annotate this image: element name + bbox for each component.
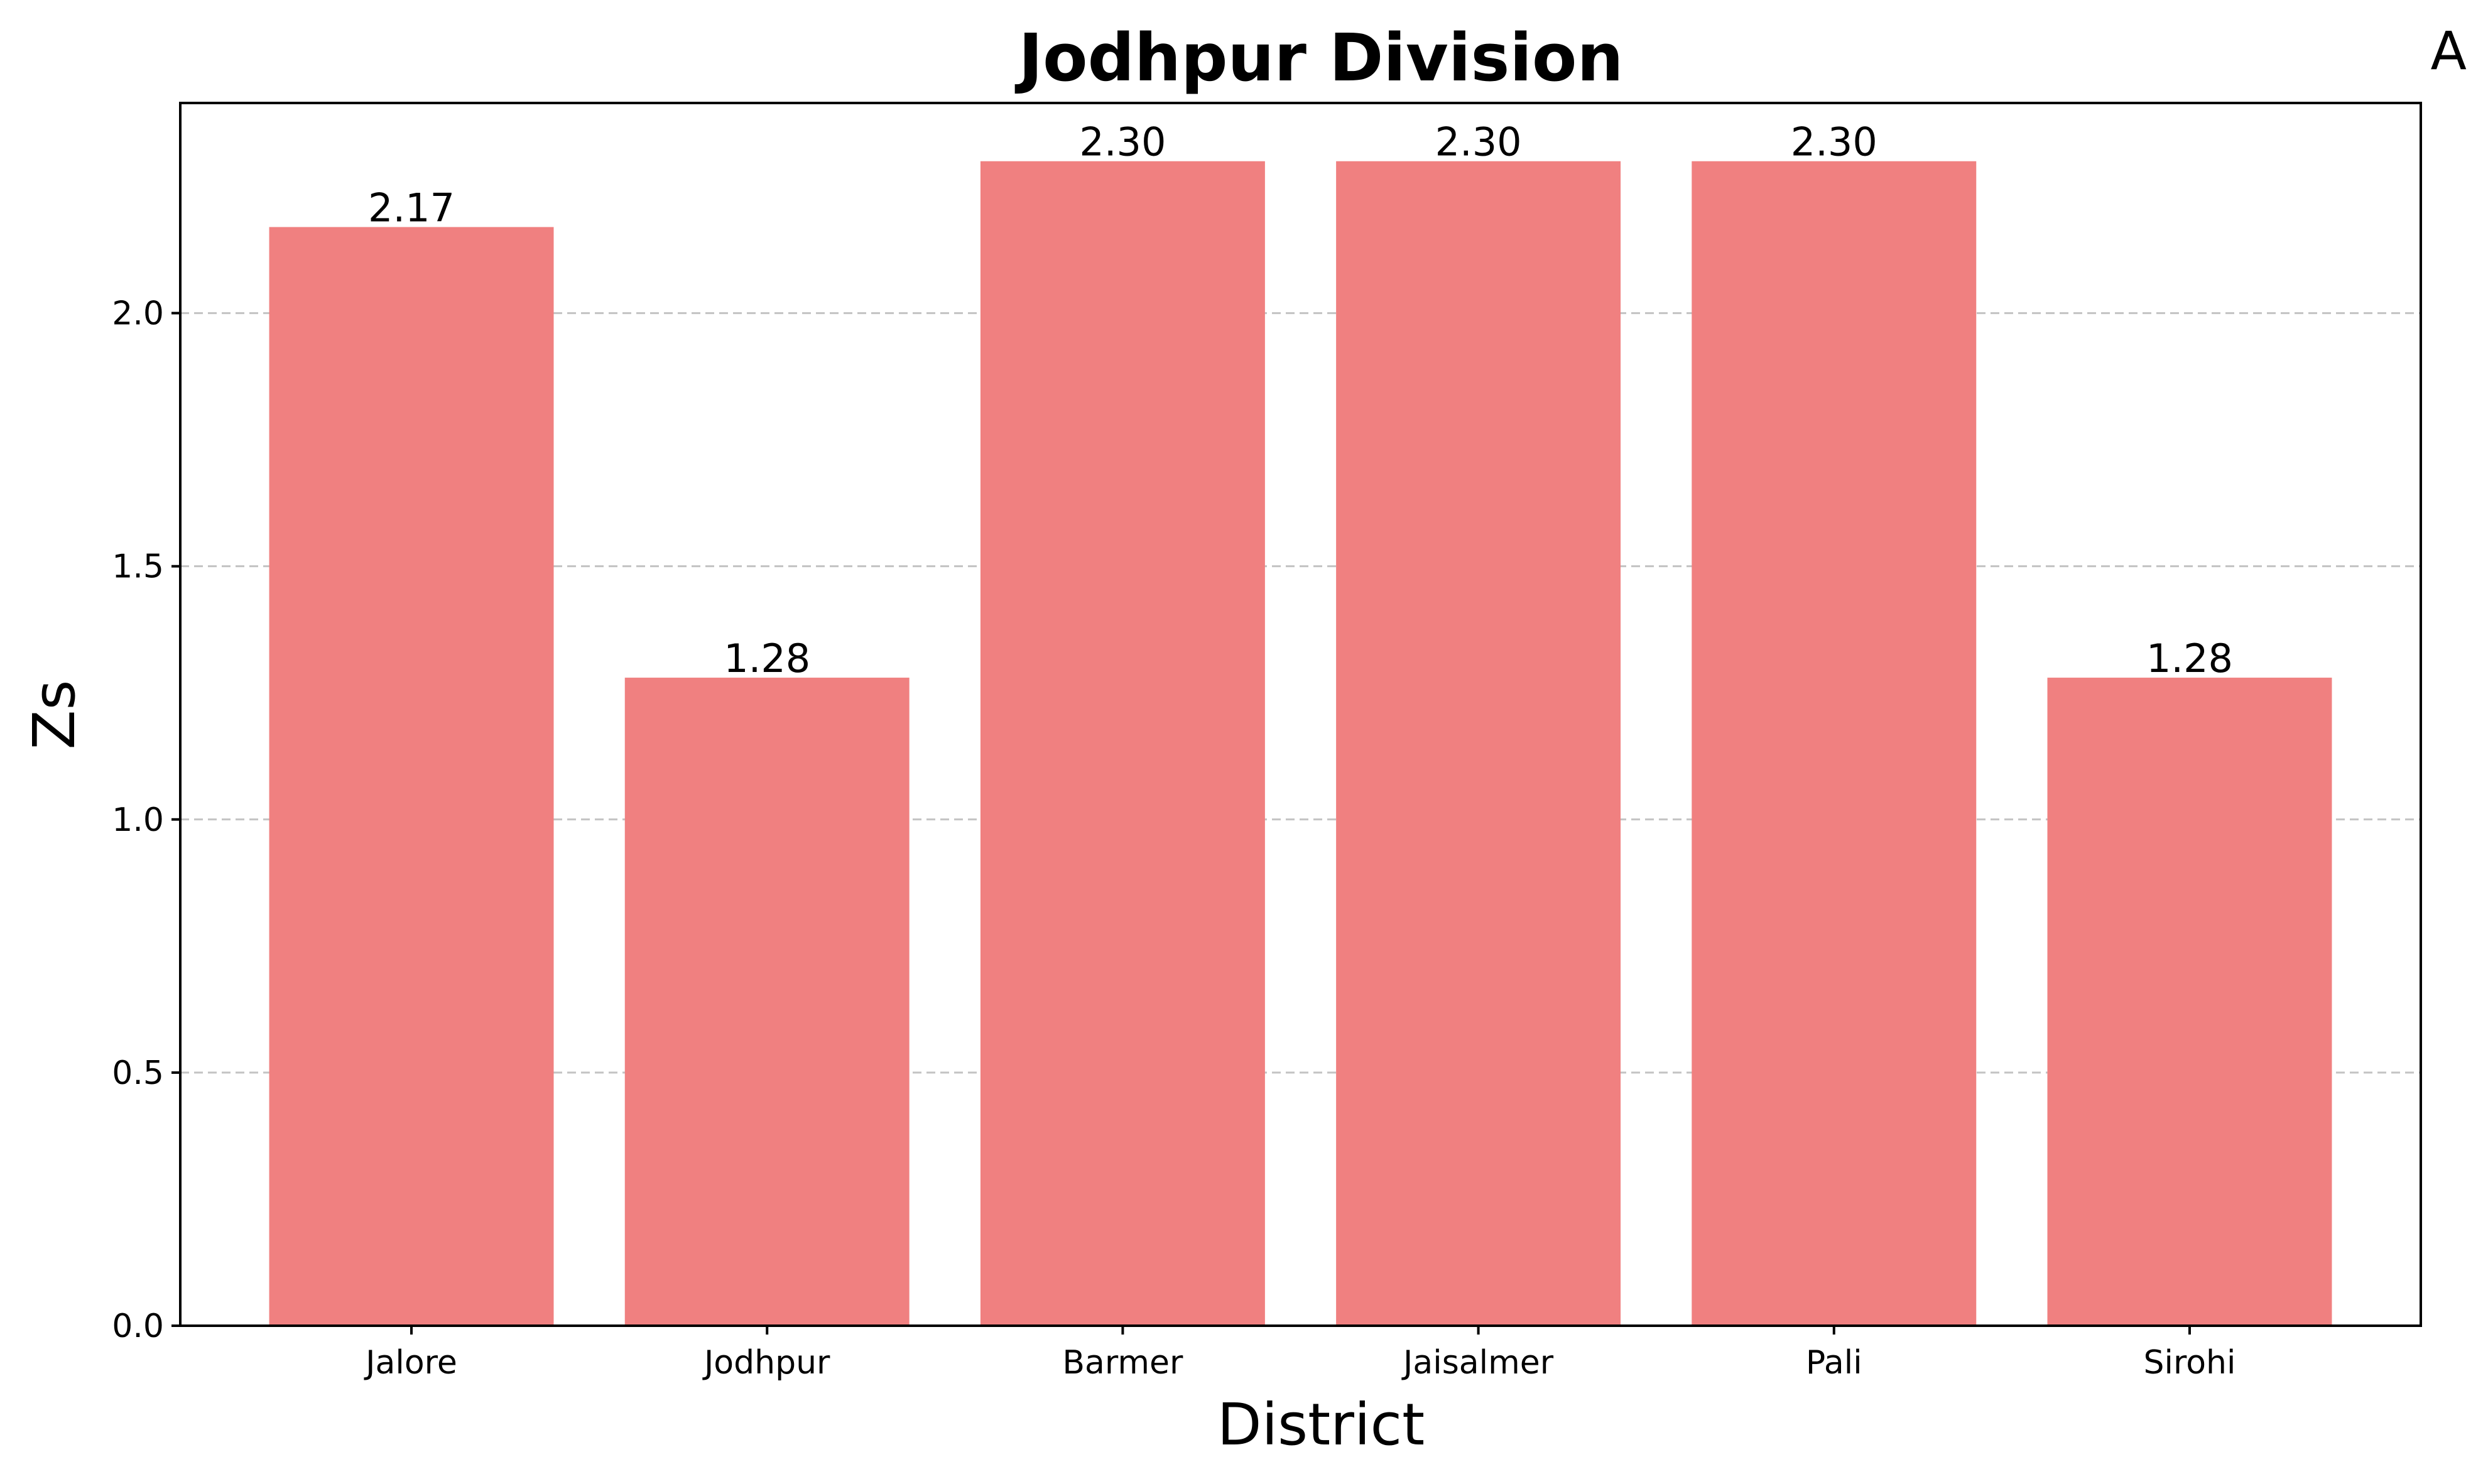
bar-value-labels: 2.17 1.28 2.30 2.30 2.30 1.28: [368, 119, 2233, 681]
x-axis-ticks: Jalore Jodhpur Barmer Jaisalmer Pali Sirohi: [364, 1326, 2235, 1382]
x-tick-label: Jaisalmer: [1401, 1344, 1554, 1382]
bar-jodhpur: [624, 678, 910, 1326]
bar-value-label: 1.28: [2146, 636, 2233, 681]
bar-jaisalmer: [1336, 161, 1621, 1326]
x-tick-label: Jalore: [364, 1344, 457, 1382]
y-tick-label: 1.5: [112, 548, 164, 586]
x-axis-label: District: [1217, 1391, 1425, 1458]
bar-barmer: [980, 161, 1265, 1326]
x-tick-label: Pali: [1806, 1344, 1862, 1382]
bar-value-label: 2.30: [1791, 119, 1877, 165]
y-axis-label: Zs: [21, 680, 88, 750]
y-tick-label: 0.0: [112, 1308, 164, 1345]
bar-pali: [1692, 161, 1977, 1326]
panel-label: A: [2431, 20, 2467, 82]
bar-value-label: 2.30: [1435, 119, 1522, 165]
bar-value-label: 2.30: [1079, 119, 1166, 165]
chart-title: Jodhpur Division: [1014, 19, 1623, 96]
bars: [269, 161, 2332, 1326]
bar-value-label: 1.28: [724, 636, 810, 681]
x-tick-label: Barmer: [1062, 1344, 1183, 1382]
y-tick-label: 1.0: [112, 801, 164, 839]
plot-area-frame: [179, 102, 2422, 1327]
x-tick-label: Sirohi: [2144, 1344, 2236, 1382]
bar-jalore: [269, 227, 554, 1326]
x-tick-label: Jodhpur: [702, 1344, 830, 1382]
y-axis-ticks: 0.0 0.5 1.0 1.5 2.0: [112, 295, 180, 1345]
y-tick-label: 2.0: [112, 295, 164, 333]
bar-value-label: 2.17: [368, 185, 455, 231]
bar-sirohi: [2047, 678, 2332, 1326]
y-tick-label: 0.5: [112, 1054, 164, 1092]
